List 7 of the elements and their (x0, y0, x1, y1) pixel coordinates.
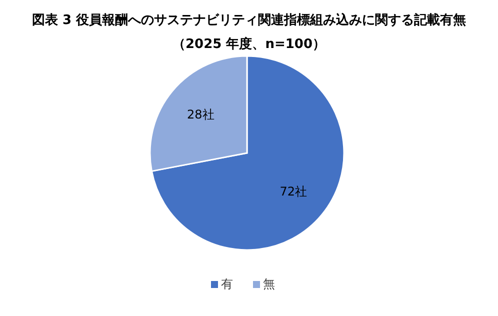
chart-title: 図表 3 役員報酬へのサステナビリティ関連指標組み込みに関する記載有無 (32, 12, 466, 28)
data-label: 72社 (280, 184, 307, 198)
legend-label: 無 (263, 277, 275, 291)
pie-slice (150, 55, 345, 251)
legend-label: 有 (221, 277, 233, 291)
data-label: 28社 (187, 108, 214, 122)
chart-subtitle: （2025 年度、n=100） (172, 36, 326, 52)
